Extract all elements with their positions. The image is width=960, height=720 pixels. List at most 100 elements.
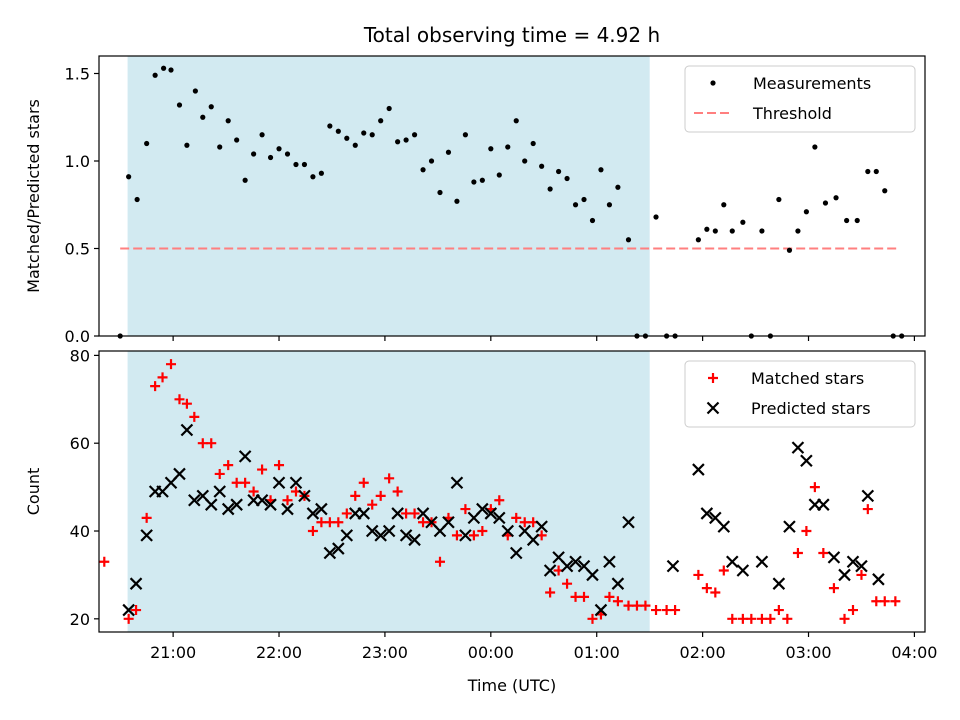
data-point (184, 142, 190, 148)
data-point (180, 423, 194, 437)
data-point (378, 118, 384, 124)
data-point (257, 464, 268, 475)
data-point (526, 533, 540, 547)
x-tick-label: 22:00 (256, 643, 302, 662)
data-point (615, 184, 621, 190)
legend-label: Threshold (752, 104, 832, 123)
data-point (872, 573, 885, 586)
y-tick-label: 60 (70, 434, 90, 453)
data-point (434, 556, 445, 567)
data-point (192, 88, 198, 94)
data-point (782, 613, 793, 624)
data-point (479, 177, 485, 183)
chart-title: Total observing time = 4.92 h (363, 23, 660, 47)
data-point (625, 237, 632, 243)
y-tick-label: 40 (70, 522, 90, 541)
data-point (230, 498, 243, 511)
data-point (221, 502, 235, 516)
data-point (640, 600, 651, 611)
data-point (712, 228, 718, 234)
data-point (213, 485, 227, 498)
data-point (890, 596, 901, 607)
data-point (166, 359, 177, 370)
data-point (755, 555, 769, 569)
data-point (873, 168, 879, 175)
data-point (323, 546, 337, 560)
data-point (488, 146, 494, 152)
data-point (564, 175, 570, 182)
legend-box (684, 360, 916, 428)
data-point (756, 613, 767, 624)
data-point (384, 473, 395, 484)
data-point (386, 105, 392, 112)
data-point (460, 504, 471, 515)
data-point (828, 583, 839, 594)
data-point (272, 476, 286, 489)
data-point (281, 502, 294, 516)
data-point (759, 228, 765, 234)
data-point (140, 529, 153, 542)
data-point (710, 587, 721, 598)
data-point (539, 163, 545, 169)
y-axis-label: Matched/Predicted stars (24, 99, 43, 293)
observing-band (127, 351, 650, 632)
data-point (231, 477, 242, 488)
data-point (589, 217, 596, 224)
data-point (509, 546, 523, 560)
y-tick-label: 0.5 (65, 240, 90, 259)
data-point (316, 517, 327, 528)
data-point (251, 151, 257, 157)
legend-marker (710, 80, 716, 86)
data-point (598, 167, 604, 173)
data-point (818, 547, 829, 558)
data-point (298, 489, 311, 503)
data-point (365, 524, 379, 538)
data-point (612, 596, 623, 607)
data-point (855, 559, 868, 573)
x-tick-label: 01:00 (574, 643, 620, 662)
data-point (399, 529, 413, 542)
data-point (579, 591, 590, 602)
data-point (358, 477, 369, 488)
data-point (496, 172, 502, 178)
ratio-panel: 0.0 0.5 1.0 1.5 Matched/Predicted stars Measu… (24, 55, 926, 346)
data-point (727, 613, 738, 624)
data-point (827, 551, 841, 564)
data-point (844, 217, 850, 224)
data-point (306, 507, 320, 520)
data-point (284, 151, 291, 157)
data-point (454, 198, 460, 204)
data-point (476, 502, 489, 516)
data-point (204, 498, 218, 511)
data-point (307, 526, 318, 537)
series-measurements (117, 65, 905, 339)
data-point (126, 174, 132, 180)
data-point (622, 515, 635, 529)
data-point (653, 214, 659, 220)
x-tick-label: 03:00 (785, 643, 831, 662)
data-point (375, 490, 386, 501)
data-point (847, 605, 858, 616)
data-point (274, 460, 285, 471)
data-point (530, 140, 536, 147)
data-point (403, 137, 409, 143)
data-point (310, 174, 316, 180)
y-tick-label: 80 (70, 346, 90, 365)
data-point (594, 603, 608, 617)
data-point (391, 507, 404, 520)
data-point (879, 596, 890, 607)
data-point (717, 520, 731, 533)
x-tick-label: 02:00 (680, 643, 726, 662)
data-point (839, 613, 850, 624)
legend-label: Predicted stars (751, 399, 871, 418)
data-point (267, 154, 274, 161)
data-point (238, 450, 252, 463)
data-point (729, 228, 735, 234)
data-point (791, 441, 805, 454)
data-point (631, 600, 642, 611)
data-point (445, 149, 452, 155)
data-point (501, 524, 515, 538)
data-point (361, 130, 367, 136)
data-point (293, 161, 299, 168)
